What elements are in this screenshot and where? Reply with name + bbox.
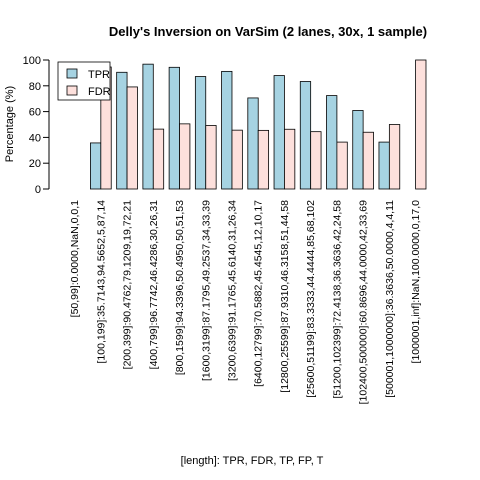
category-label: [12800,25599]:87.9310,46.3158,51,44,58 bbox=[279, 200, 291, 393]
category-labels: [50,99]:0.0000,NaN,0,0,1 [100,199]:35.714… bbox=[69, 200, 422, 405]
bar-fdr bbox=[336, 141, 348, 190]
legend-swatch bbox=[66, 68, 78, 79]
bar-tpr bbox=[168, 66, 180, 190]
y-tick-label: 60 bbox=[29, 107, 41, 119]
x-axis-label: [length]: TPR, FDR, TP, FP, T bbox=[181, 455, 324, 467]
y-tick-label: 80 bbox=[29, 81, 41, 93]
y-axis: 0 20 40 60 80 100 bbox=[23, 55, 50, 196]
category-label: [1600,3199]:87.1795,49.2537,34,33,39 bbox=[200, 200, 212, 381]
y-tick-label: 0 bbox=[35, 184, 41, 196]
bar-fdr bbox=[415, 59, 427, 190]
legend-label: FDR bbox=[88, 86, 111, 98]
category-label: [50,99]:0.0000,NaN,0,0,1 bbox=[69, 200, 81, 317]
bar-tpr bbox=[299, 81, 312, 190]
category-label: [3200,6399]:91.1765,45.6140,31,26,34 bbox=[226, 200, 238, 381]
bar-fdr bbox=[231, 129, 243, 190]
bar-tpr bbox=[352, 110, 364, 190]
bar-tpr bbox=[221, 70, 233, 190]
bar-fdr bbox=[310, 131, 322, 190]
bar-tpr bbox=[378, 141, 390, 190]
bar-fdr bbox=[126, 86, 138, 190]
bar-fdr bbox=[152, 128, 165, 190]
category-label: [200,399]:90.4762,79.1209,19,72,21 bbox=[122, 200, 134, 369]
bar-tpr bbox=[247, 97, 259, 190]
category-label: [51200,102399]:72.4138,36.3636,42,24,58 bbox=[331, 200, 343, 399]
category-label: [400,799]:96.7742,46.4286,30,26,31 bbox=[148, 200, 160, 369]
y-tick-label: 100 bbox=[23, 55, 41, 67]
category-label: [102400,500000]:60.8696,44.0000,42,33,69 bbox=[358, 200, 370, 405]
bar-tpr bbox=[90, 142, 102, 190]
category-label: [6400,12799]:70.5882,45.4545,12,10,17 bbox=[253, 200, 265, 387]
bar-tpr bbox=[273, 75, 285, 190]
category-label: [100,199]:35.7143,94.5652,5,87,14 bbox=[95, 200, 107, 364]
bar-fdr bbox=[205, 125, 217, 190]
y-tick-label: 40 bbox=[29, 132, 41, 144]
chart-title: Delly's Inversion on VarSim (2 lanes, 30… bbox=[109, 24, 427, 39]
bar-tpr bbox=[116, 71, 128, 190]
bar-fdr bbox=[362, 131, 374, 190]
bar-fdr bbox=[179, 123, 191, 190]
y-tick-label: 20 bbox=[29, 158, 41, 170]
legend-label: TPR bbox=[88, 69, 110, 81]
category-label: [800,1599]:94.3396,50.4950,50,51,53 bbox=[174, 200, 186, 375]
legend: TPR FDR bbox=[57, 61, 111, 101]
bar-tpr bbox=[326, 95, 338, 190]
bar-fdr bbox=[257, 129, 270, 190]
bar-fdr bbox=[388, 124, 401, 190]
bar-tpr bbox=[194, 76, 207, 190]
legend-swatch bbox=[66, 85, 78, 96]
y-axis-label: Percentage (%) bbox=[4, 86, 16, 162]
category-label: [1000001,inf]:NaN,100.0000,0,17,0 bbox=[410, 200, 422, 364]
category-label: [500001,1000000]:36.3636,50.0000,4,4,11 bbox=[384, 200, 396, 398]
bar-fdr bbox=[284, 128, 296, 190]
bar-tpr bbox=[142, 63, 154, 190]
category-label: [25600,51199]:83.3333,44.4444,85,68,102 bbox=[305, 200, 317, 398]
bars bbox=[90, 59, 427, 190]
